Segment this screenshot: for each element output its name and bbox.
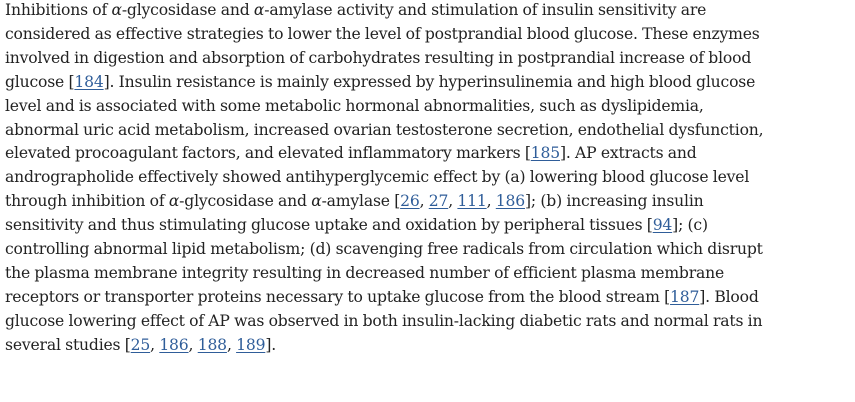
- text-segment: receptors or transporter proteins necess…: [5, 287, 671, 306]
- text-segment: involved in digestion and absorption of …: [5, 48, 752, 67]
- text-segment: the plasma membrane integrity resulting …: [5, 263, 725, 282]
- text-segment: several studies [: [5, 335, 131, 354]
- text-segment: glucose [: [5, 72, 75, 91]
- text-segment: through inhibition of: [5, 192, 169, 211]
- text-segment: ]; (b) increasing insulin: [525, 192, 704, 211]
- greek-symbol: α: [253, 1, 265, 19]
- text-line: controlling abnormal lipid metabolism; (…: [5, 238, 851, 262]
- text-line: abnormal uric acid metabolism, increased…: [5, 119, 851, 143]
- citation-link[interactable]: 185: [530, 144, 560, 163]
- citation-link[interactable]: 25: [130, 335, 151, 354]
- text-line: sensitivity and thus stimulating glucose…: [5, 214, 851, 238]
- text-segment: considered as effective strategies to lo…: [5, 24, 760, 43]
- citation-link[interactable]: 188: [197, 335, 227, 354]
- text-segment: ]. AP extracts and: [560, 144, 697, 163]
- citation-link[interactable]: 187: [670, 287, 700, 306]
- citation-link[interactable]: 111: [457, 192, 487, 211]
- citation-link[interactable]: 189: [236, 335, 266, 354]
- text-segment: Inhibitions of: [5, 1, 112, 19]
- citation-link[interactable]: 184: [74, 72, 104, 91]
- text-segment: level and is associated with some metabo…: [5, 96, 704, 115]
- greek-symbol: α: [311, 192, 322, 211]
- text-segment: -glycosidase and: [179, 192, 312, 211]
- text-line: glucose lowering effect of AP was observ…: [5, 310, 851, 334]
- text-segment: ,: [226, 335, 237, 354]
- text-line: receptors or transporter proteins necess…: [5, 286, 851, 310]
- greek-symbol: α: [168, 192, 180, 211]
- text-segment: andrographolide effectively showed antih…: [5, 168, 750, 187]
- citation-link[interactable]: 26: [400, 192, 420, 211]
- text-line: andrographolide effectively showed antih…: [5, 166, 851, 190]
- text-segment: sensitivity and thus stimulating glucose…: [5, 216, 653, 235]
- text-segment: ]. Blood: [699, 287, 759, 306]
- text-segment: -amylase [: [321, 192, 401, 211]
- text-segment: ,: [448, 192, 458, 211]
- text-segment: -amylase activity and stimulation of ins…: [264, 1, 707, 19]
- text-segment: ,: [150, 335, 160, 354]
- text-line: glucose [184]. Insulin resistance is mai…: [5, 71, 851, 95]
- citation-link[interactable]: 186: [159, 335, 189, 354]
- citation-link[interactable]: 186: [495, 192, 526, 211]
- text-line: considered as effective strategies to lo…: [5, 23, 851, 47]
- greek-symbol: α: [111, 1, 122, 19]
- text-segment: ].: [265, 335, 277, 354]
- text-line: the plasma membrane integrity resulting …: [5, 262, 851, 286]
- text-segment: elevated procoagulant factors, and eleva…: [5, 144, 531, 163]
- text-line: involved in digestion and absorption of …: [5, 47, 851, 71]
- text-line: level and is associated with some metabo…: [5, 95, 851, 119]
- text-line: Inhibitions of α-glycosidase and α-amyla…: [5, 0, 851, 23]
- text-segment: -glycosidase and: [121, 1, 254, 19]
- text-segment: controlling abnormal lipid metabolism; (…: [5, 240, 763, 259]
- text-segment: abnormal uric acid metabolism, increased…: [5, 120, 764, 139]
- text-segment: ,: [486, 192, 496, 211]
- text-segment: ]; (c): [672, 216, 708, 235]
- text-segment: glucose lowering effect of AP was observ…: [5, 311, 763, 330]
- citation-link[interactable]: 94: [652, 216, 673, 235]
- text-segment: ,: [419, 192, 429, 211]
- text-segment: ]. Insulin resistance is mainly expresse…: [103, 72, 756, 91]
- text-line: elevated procoagulant factors, and eleva…: [5, 142, 851, 166]
- text-segment: ,: [188, 335, 198, 354]
- citation-link[interactable]: 27: [428, 192, 449, 211]
- text-line: several studies [25, 186, 188, 189].: [5, 334, 851, 358]
- text-line: through inhibition of α-glycosidase and …: [5, 190, 851, 214]
